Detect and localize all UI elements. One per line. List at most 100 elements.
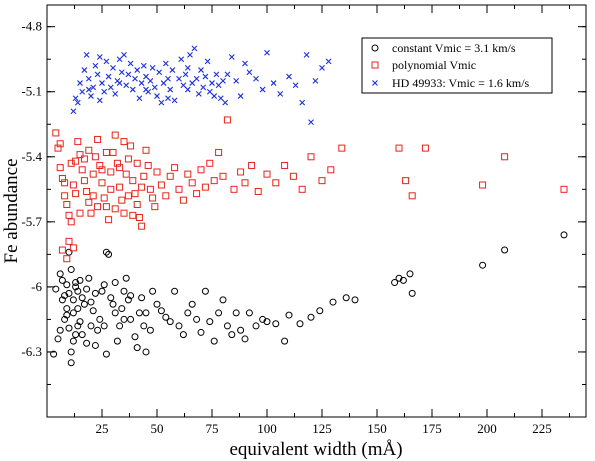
polynomial-vmic-point bbox=[89, 192, 97, 200]
constant-vmic-point bbox=[83, 339, 91, 347]
constant-vmic-point bbox=[80, 300, 88, 308]
hd49933-point bbox=[270, 80, 277, 86]
polynomial-vmic-point bbox=[223, 116, 231, 124]
y-tick-label: -5.7 bbox=[21, 214, 42, 229]
constant-vmic-point bbox=[87, 322, 95, 330]
polynomial-vmic-point bbox=[162, 192, 170, 200]
hd49933-point bbox=[303, 51, 310, 58]
hd49933-point bbox=[189, 80, 196, 86]
constant-vmic-point bbox=[307, 313, 315, 321]
polynomial-vmic-point bbox=[193, 190, 201, 198]
y-tick-label: -5.4 bbox=[21, 149, 42, 164]
hd49933-point bbox=[132, 75, 138, 82]
constant-vmic-point bbox=[162, 313, 170, 321]
polynomial-vmic-point bbox=[133, 159, 141, 167]
constant-vmic-point bbox=[50, 350, 58, 358]
constant-vmic-point bbox=[83, 285, 91, 293]
polynomial-vmic-point bbox=[241, 179, 249, 187]
constant-vmic-point bbox=[111, 279, 119, 287]
constant-vmic-point bbox=[102, 350, 110, 358]
polynomial-vmic-point bbox=[98, 179, 106, 187]
polynomial-vmic-point bbox=[289, 172, 297, 180]
polynomial-vmic-point bbox=[248, 161, 256, 169]
constant-vmic-point bbox=[501, 246, 509, 254]
polynomial-vmic-point bbox=[338, 144, 346, 152]
hd49933-point bbox=[154, 93, 160, 99]
polynomial-vmic-point bbox=[102, 203, 110, 211]
hd49933-point bbox=[176, 75, 182, 82]
constant-vmic-point bbox=[316, 307, 324, 315]
constant-vmic-point bbox=[91, 341, 99, 349]
hd49933-point bbox=[118, 69, 125, 76]
constant-vmic-point bbox=[98, 287, 106, 295]
hd49933-point bbox=[116, 56, 123, 63]
constant-vmic-point bbox=[122, 274, 130, 282]
polynomial-vmic-point bbox=[131, 190, 139, 198]
constant-vmic-point bbox=[259, 315, 267, 323]
constant-vmic-point bbox=[210, 337, 218, 345]
polynomial-vmic-point bbox=[109, 148, 117, 156]
hd49933-point bbox=[110, 64, 116, 71]
polynomial-vmic-point bbox=[129, 211, 137, 219]
x-axis-label: equivalent width (mÅ) bbox=[229, 439, 402, 460]
polynomial-vmic-point bbox=[408, 192, 416, 200]
polynomial-vmic-point bbox=[96, 161, 104, 169]
hd49933-point bbox=[242, 60, 248, 67]
constant-vmic-point bbox=[72, 279, 80, 287]
polynomial-vmic-point bbox=[94, 203, 102, 211]
hd49933-point bbox=[237, 93, 244, 99]
constant-vmic-point bbox=[263, 318, 271, 326]
polynomial-vmic-point bbox=[395, 144, 403, 152]
hd49933-point bbox=[182, 71, 189, 78]
constant-vmic-point bbox=[100, 322, 108, 330]
constant-vmic-point bbox=[67, 359, 75, 367]
hd49933-point bbox=[180, 82, 187, 89]
constant-vmic-point bbox=[105, 250, 113, 258]
polynomial-vmic-point bbox=[318, 177, 326, 185]
hd49933-point bbox=[162, 60, 169, 67]
constant-vmic-point bbox=[133, 344, 141, 352]
polynomial-vmic-point bbox=[135, 214, 143, 222]
constant-vmic-point bbox=[281, 337, 289, 345]
constant-vmic-point bbox=[408, 289, 416, 297]
hd49933-point bbox=[220, 78, 226, 84]
hd49933-point bbox=[127, 60, 134, 67]
legend-marker-hd49933 bbox=[372, 80, 378, 86]
polynomial-vmic-point bbox=[201, 183, 209, 191]
polynomial-vmic-point bbox=[197, 166, 205, 174]
hd49933-point bbox=[134, 67, 141, 73]
polynomial-vmic-point bbox=[138, 183, 146, 191]
polynomial-vmic-point bbox=[171, 164, 179, 172]
hd49933-point bbox=[129, 86, 136, 93]
polynomial-vmic-point bbox=[87, 209, 95, 217]
y-tick-label: -4.8 bbox=[21, 19, 42, 34]
hd49933-point bbox=[325, 58, 332, 65]
hd49933-point bbox=[193, 75, 200, 82]
hd49933-point bbox=[184, 64, 191, 71]
constant-vmic-point bbox=[102, 248, 110, 256]
hd49933-point bbox=[198, 67, 204, 73]
hd49933-point bbox=[92, 62, 99, 69]
polynomial-vmic-point bbox=[122, 170, 130, 178]
polynomial-vmic-point bbox=[230, 185, 238, 193]
polynomial-vmic-point bbox=[105, 216, 113, 224]
constant-vmic-point bbox=[342, 294, 350, 302]
constant-vmic-point bbox=[69, 337, 77, 345]
x-tick-label: 25 bbox=[96, 421, 109, 436]
constant-vmic-point bbox=[118, 305, 126, 313]
polynomial-vmic-point bbox=[184, 170, 192, 178]
constant-vmic-point bbox=[206, 318, 214, 326]
polynomial-vmic-point bbox=[179, 196, 187, 204]
constant-vmic-point bbox=[63, 305, 71, 313]
constant-vmic-point bbox=[157, 307, 165, 315]
polynomial-vmic-point bbox=[146, 185, 154, 193]
hd49933-point bbox=[299, 99, 306, 106]
polynomial-vmic-point bbox=[188, 179, 196, 187]
hd49933-point bbox=[107, 84, 114, 91]
constant-vmic-point bbox=[351, 296, 359, 304]
constant-vmic-point bbox=[560, 231, 568, 239]
constant-vmic-point bbox=[479, 261, 487, 269]
hd49933-point bbox=[187, 51, 193, 58]
constant-vmic-point bbox=[131, 333, 139, 341]
y-tick-label: -6.3 bbox=[21, 344, 42, 359]
